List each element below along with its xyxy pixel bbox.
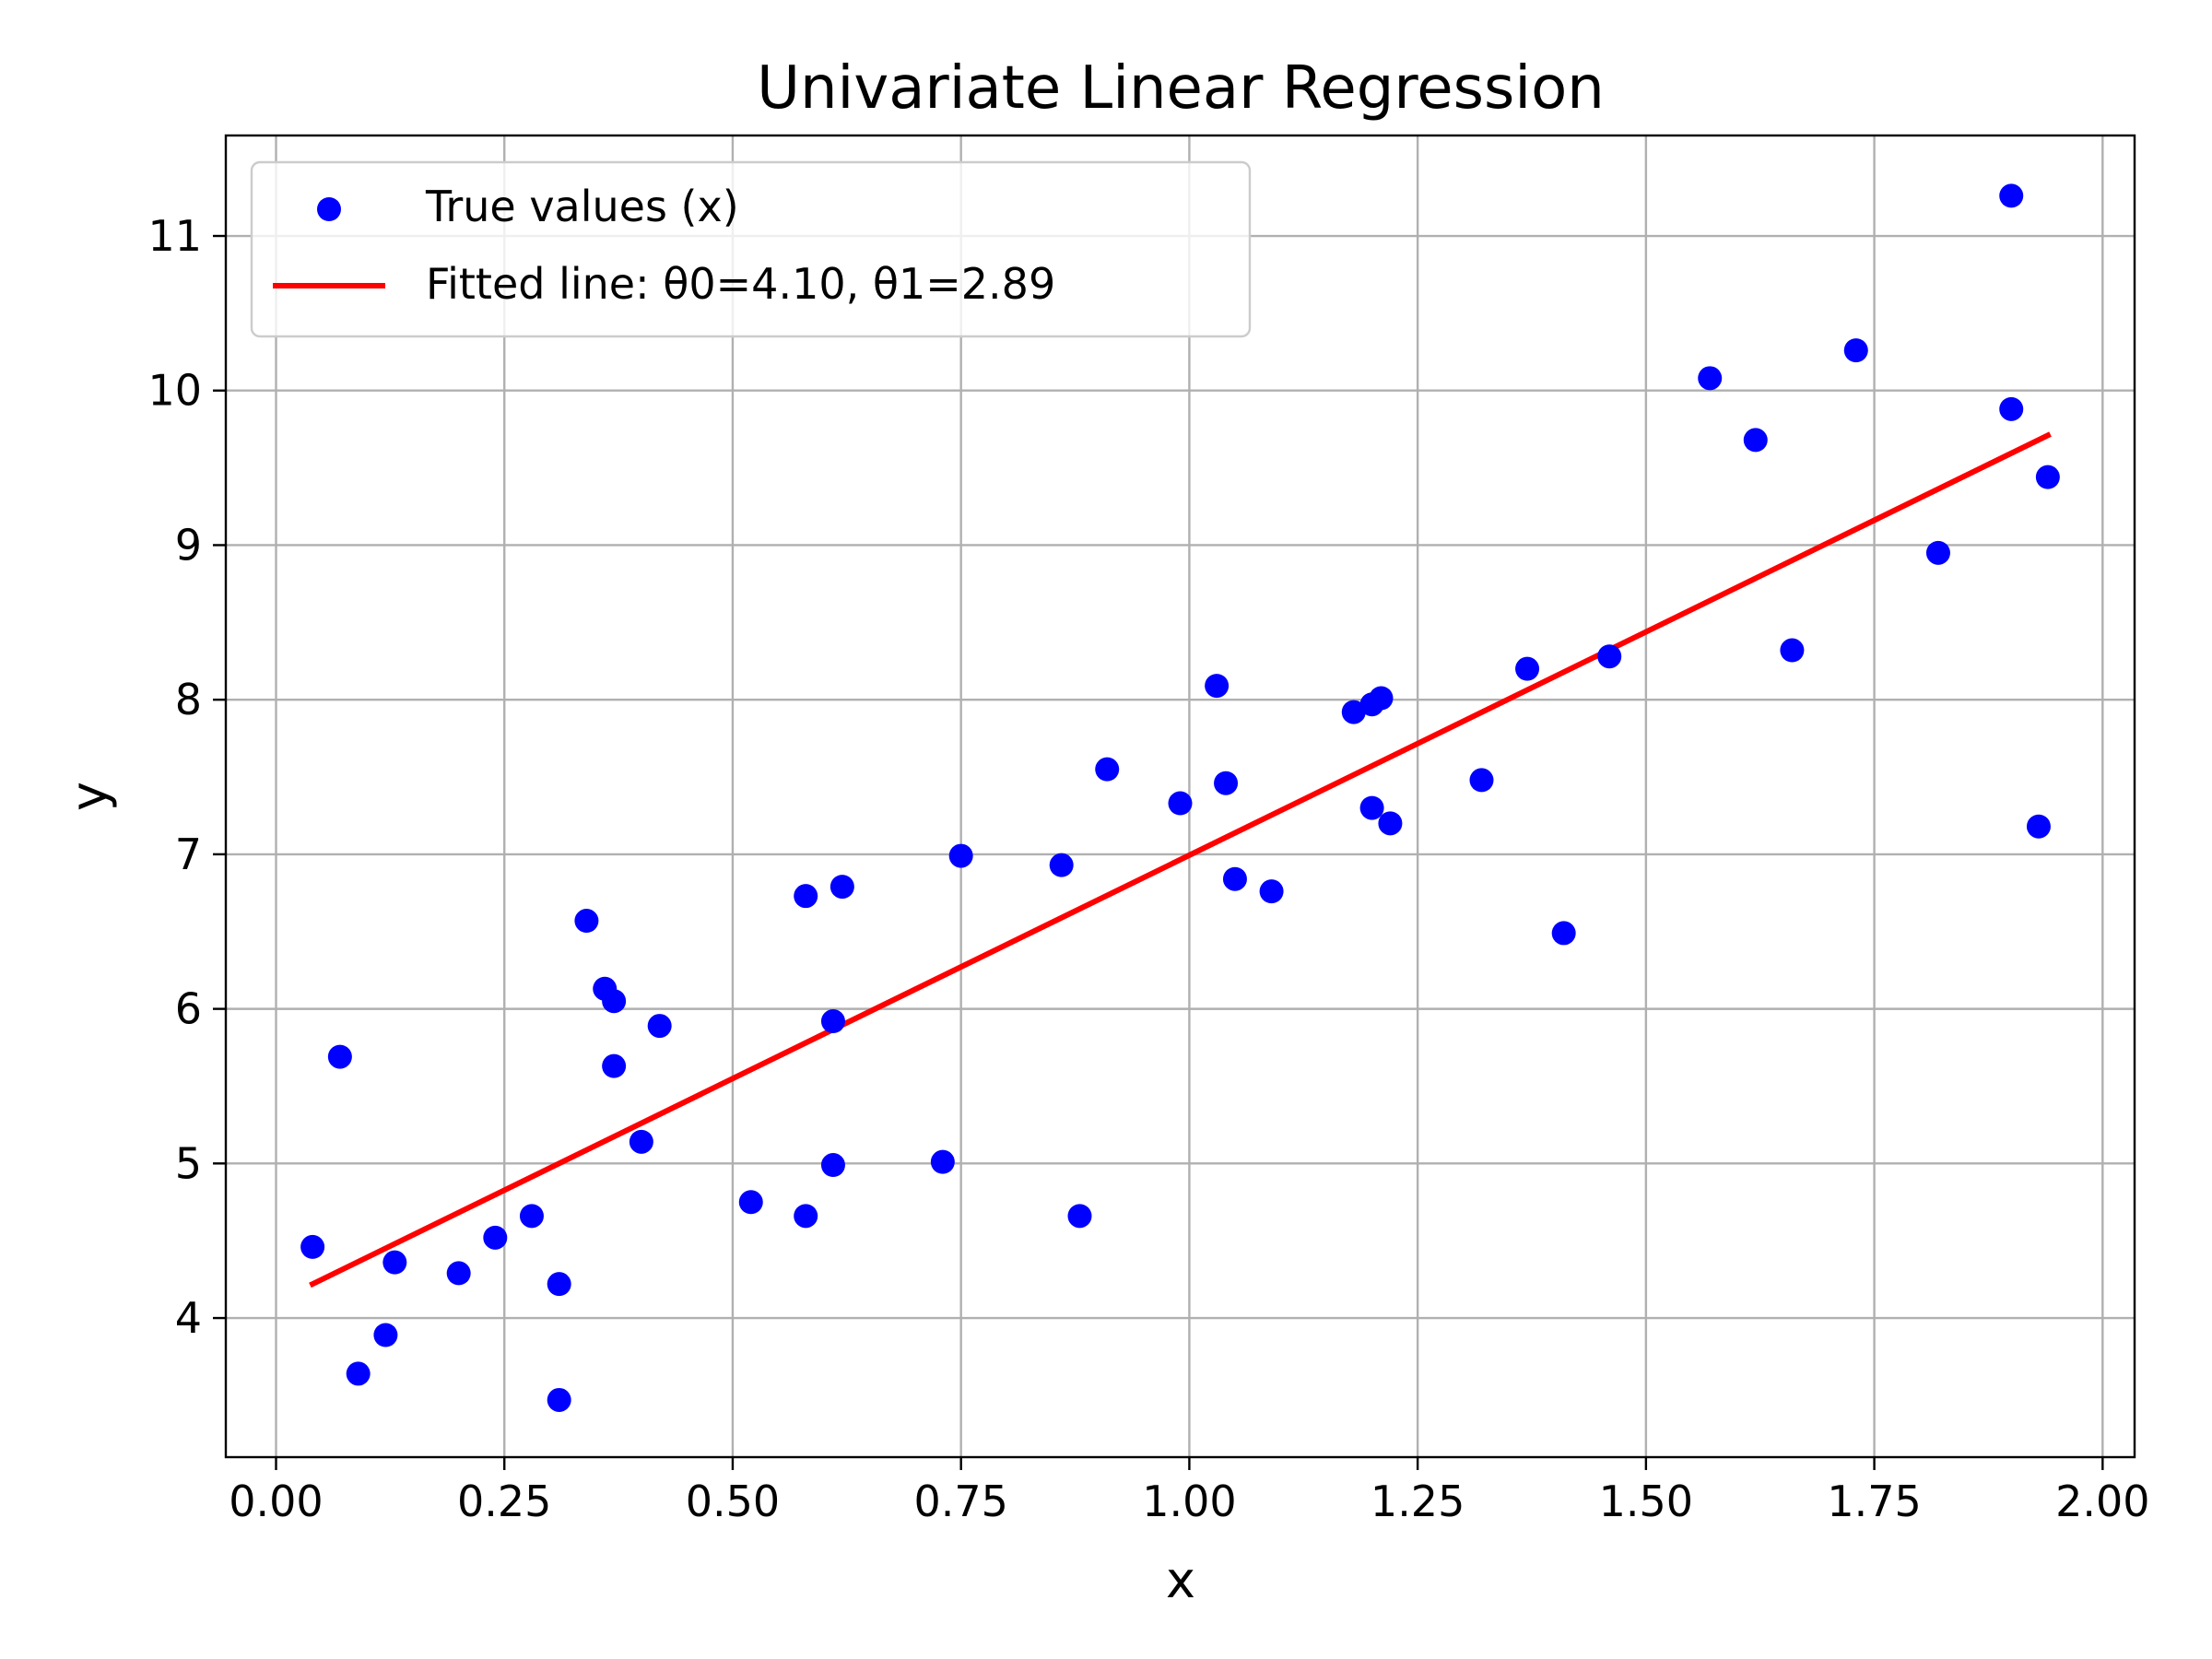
data-point [2026, 814, 2051, 839]
data-point [820, 1153, 845, 1178]
y-tick-label: 7 [175, 830, 202, 879]
data-point [1378, 811, 1403, 836]
data-point [820, 1009, 845, 1034]
legend: True values (x) Fitted line: θ0=4.10, θ1… [250, 160, 1252, 338]
data-point [1222, 866, 1247, 891]
x-tick-label: 0.75 [913, 1477, 1007, 1526]
x-tick-label: 0.25 [457, 1477, 551, 1526]
data-point [2035, 465, 2060, 489]
data-point [794, 1204, 818, 1229]
y-tick-label: 9 [175, 520, 202, 570]
data-point [1515, 656, 1540, 681]
data-point [629, 1129, 653, 1154]
data-point [602, 1053, 627, 1078]
x-tick-label: 0.50 [686, 1477, 780, 1526]
data-point [1049, 853, 1074, 877]
data-point [1843, 338, 1868, 363]
x-tick-label: 2.00 [2055, 1477, 2149, 1526]
data-point [346, 1361, 371, 1386]
data-point [1259, 879, 1284, 904]
data-point [1168, 791, 1193, 816]
y-tick-label: 6 [175, 984, 202, 1034]
data-point [1341, 700, 1366, 724]
x-axis-label: x [1166, 1551, 1195, 1609]
data-point [327, 1044, 352, 1069]
data-point [930, 1149, 955, 1174]
data-point [794, 884, 818, 909]
y-tick-label: 5 [175, 1138, 202, 1188]
x-tick-label: 0.00 [229, 1477, 323, 1526]
data-point [1743, 428, 1768, 453]
data-point [446, 1261, 471, 1286]
y-tick-label: 8 [175, 675, 202, 724]
data-point [738, 1190, 763, 1215]
data-point [373, 1323, 398, 1347]
data-point [1999, 183, 2024, 208]
fitted-line-layer [309, 431, 2052, 1288]
x-tick-label: 1.50 [1599, 1477, 1693, 1526]
data-point [574, 909, 599, 934]
data-point [1597, 644, 1622, 669]
data-point [1780, 638, 1805, 663]
data-point [1214, 771, 1239, 795]
data-point [547, 1387, 571, 1412]
data-point [1369, 686, 1394, 711]
data-point [382, 1250, 407, 1275]
scatter-points-layer [300, 183, 2060, 1412]
grid [226, 135, 2135, 1457]
data-point [1698, 366, 1723, 391]
chart-title: Univariate Linear Regression [757, 54, 1605, 123]
x-tick-label: 1.00 [1142, 1477, 1236, 1526]
data-point [1469, 768, 1494, 793]
y-axis-label: y [60, 782, 118, 811]
data-point [1551, 921, 1576, 946]
data-point [1359, 795, 1384, 820]
legend-label-true-values: True values (x) [425, 182, 739, 231]
data-point [483, 1225, 508, 1250]
data-point [830, 875, 854, 900]
legend-label-fitted-line: Fitted line: θ0=4.10, θ1=2.89 [426, 259, 1055, 309]
data-point [1095, 757, 1120, 782]
x-tick-label: 1.25 [1371, 1477, 1465, 1526]
data-point [948, 843, 973, 868]
legend-marker-true-values [317, 197, 341, 221]
legend-box [250, 160, 1252, 338]
data-point [1925, 540, 1950, 565]
y-tick-label: 4 [175, 1293, 202, 1343]
plot-frame [224, 134, 2136, 1459]
y-tick-label: 10 [147, 366, 202, 416]
data-point [547, 1272, 571, 1297]
data-point [1999, 396, 2024, 421]
axis-ticks: 0.00 0.25 0.50 0.75 1.00 1.25 1.50 1.75 2.00 4 5 6 7… [147, 211, 2149, 1526]
y-tick-label: 11 [147, 211, 202, 261]
data-point [1205, 674, 1230, 699]
data-point [300, 1234, 325, 1259]
data-point [602, 989, 627, 1014]
data-point [647, 1014, 672, 1039]
data-point [1067, 1204, 1092, 1229]
fitted-line [309, 431, 2052, 1288]
x-tick-label: 1.75 [1827, 1477, 1921, 1526]
data-point [519, 1204, 544, 1229]
